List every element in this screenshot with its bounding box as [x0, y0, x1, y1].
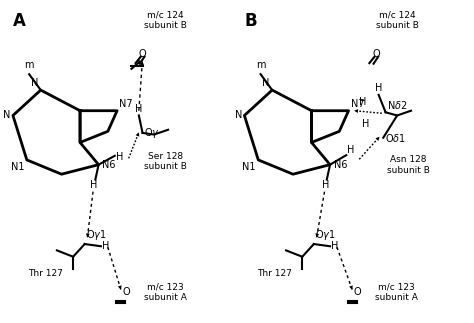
Text: O$\gamma$1: O$\gamma$1	[315, 228, 336, 243]
Text: O: O	[373, 48, 380, 58]
Text: O: O	[354, 287, 362, 297]
Text: O: O	[123, 287, 130, 297]
Text: N: N	[3, 110, 10, 120]
Text: N7: N7	[351, 99, 365, 109]
Text: H: H	[331, 241, 339, 251]
Text: N: N	[31, 78, 38, 89]
Text: Thr 127: Thr 127	[28, 269, 63, 278]
Text: Thr 127: Thr 127	[257, 269, 292, 278]
Text: N: N	[263, 78, 270, 89]
Text: N7: N7	[119, 99, 133, 109]
Text: H: H	[322, 180, 329, 190]
Text: N$\delta$2: N$\delta$2	[387, 99, 408, 111]
Text: H: H	[362, 119, 369, 129]
Text: m/c 124
subunit B: m/c 124 subunit B	[376, 11, 419, 30]
Text: O$\gamma$: O$\gamma$	[145, 126, 160, 140]
Text: m/c 123
subunit A: m/c 123 subunit A	[144, 282, 187, 302]
Text: N6: N6	[102, 160, 116, 170]
Text: N1: N1	[11, 162, 25, 172]
Text: N: N	[235, 110, 242, 120]
Text: O$\delta$1: O$\delta$1	[385, 132, 406, 144]
Text: H: H	[347, 145, 355, 155]
Text: H: H	[135, 104, 143, 114]
Text: m/c 123
subunit A: m/c 123 subunit A	[375, 282, 418, 302]
Text: O: O	[139, 48, 146, 58]
Text: H: H	[359, 97, 366, 107]
Text: H: H	[375, 83, 383, 93]
Text: B: B	[245, 12, 257, 30]
Text: H: H	[116, 152, 123, 162]
Text: O$\gamma$1: O$\gamma$1	[86, 228, 107, 243]
Text: N6: N6	[334, 160, 347, 170]
Text: H: H	[102, 241, 109, 251]
Text: m: m	[24, 60, 34, 70]
Text: A: A	[13, 12, 26, 30]
Text: Asn 128
subunit B: Asn 128 subunit B	[387, 155, 430, 174]
Text: m: m	[256, 60, 265, 70]
Text: N1: N1	[243, 162, 256, 172]
Text: H: H	[90, 180, 98, 190]
Text: m/c 124
subunit B: m/c 124 subunit B	[144, 11, 187, 30]
Text: Ser 128
subunit B: Ser 128 subunit B	[144, 152, 187, 172]
